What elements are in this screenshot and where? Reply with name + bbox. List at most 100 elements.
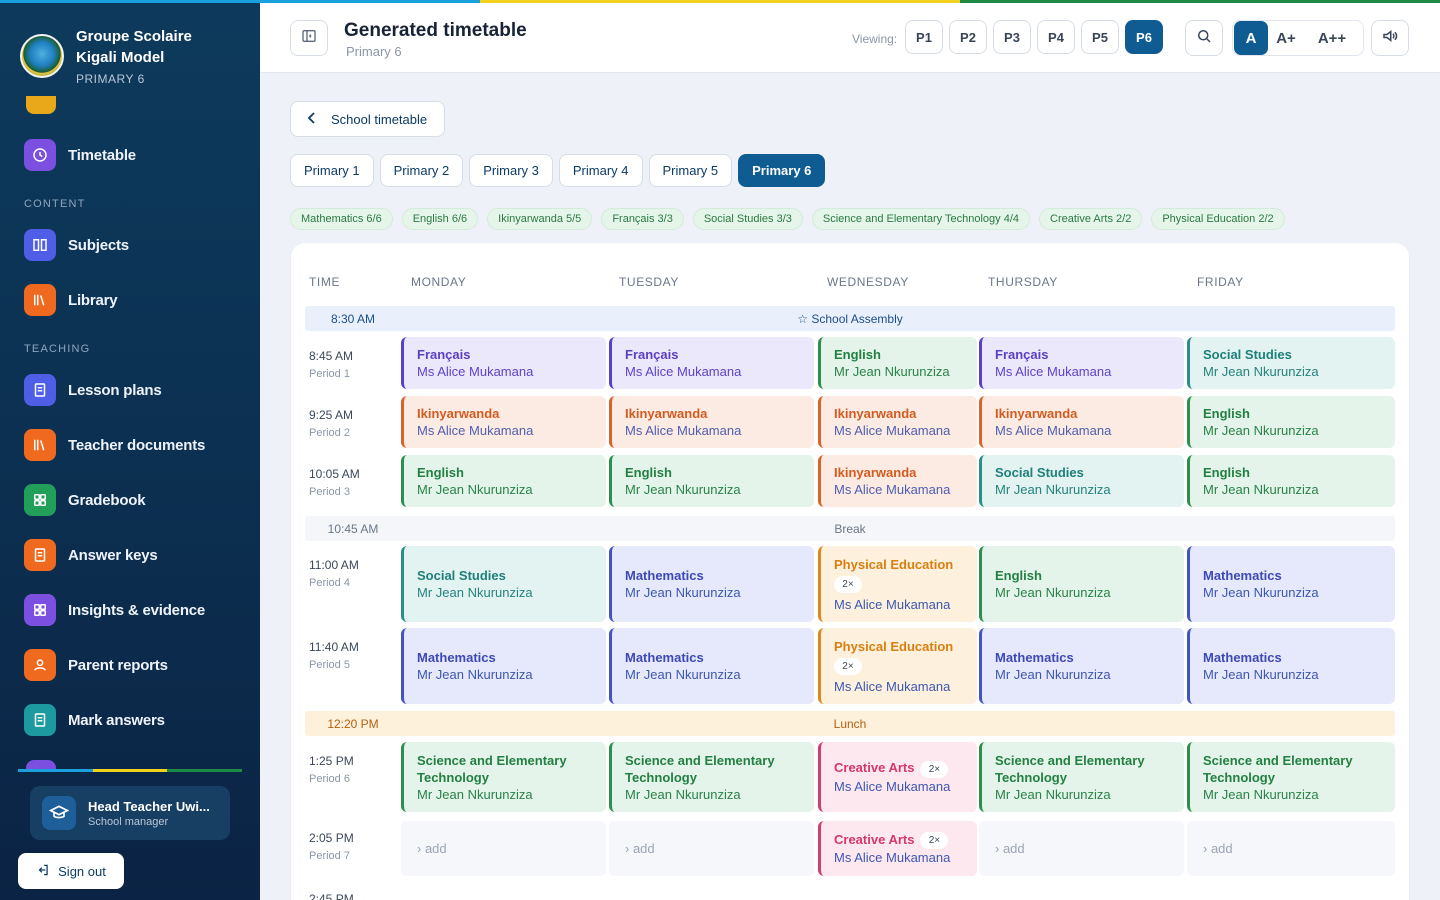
add-lesson-slot[interactable]: › add [979, 821, 1184, 876]
time-slot: 8:45 AM Period 1 [309, 349, 354, 380]
sidebar-item-teacher-documents[interactable]: Teacher documents [24, 429, 205, 461]
tab-primary-5[interactable]: Primary 5 [648, 154, 733, 187]
tab-primary-1[interactable]: Primary 1 [290, 154, 374, 187]
sidebar-item-label: Parent reports [68, 656, 168, 674]
font-size-normal[interactable]: A [1234, 21, 1268, 55]
time-slot: 11:00 AM Period 4 [309, 558, 359, 589]
sidebar-item-insights[interactable]: Insights & evidence [24, 594, 205, 626]
sign-out-button[interactable]: Sign out [18, 853, 124, 889]
subject-count-badge: English 6/6 [401, 208, 479, 230]
school-name: Groupe Scolaire Kigali Model [76, 28, 192, 66]
lesson-cell[interactable]: Ikinyarwanda Ms Alice Mukamana [401, 396, 606, 448]
lesson-cell[interactable]: English Mr Jean Nkurunziza [609, 455, 814, 507]
font-size-large[interactable]: A+ [1276, 29, 1296, 47]
lesson-subject: English [625, 465, 672, 480]
tab-primary-3[interactable]: Primary 3 [469, 154, 553, 187]
lesson-subject: Français [995, 347, 1049, 362]
time-slot: 1:25 PM Period 6 [309, 754, 354, 785]
sidebar-item-library[interactable]: Library [24, 284, 118, 316]
brand[interactable]: Groupe Scolaire Kigali Model PRIMARY 6 [20, 26, 226, 86]
add-lesson-slot[interactable]: › add [401, 821, 606, 876]
lesson-cell[interactable]: English Mr Jean Nkurunziza [1187, 396, 1395, 448]
add-lesson-slot[interactable]: › add [1187, 821, 1395, 876]
header: Generated timetable Primary 6 Viewing: P… [260, 3, 1440, 73]
lesson-cell[interactable]: Mathematics Mr Jean Nkurunziza [979, 628, 1184, 704]
lesson-cell[interactable]: English Mr Jean Nkurunziza [1187, 455, 1395, 507]
add-label: › add [625, 841, 655, 856]
lesson-cell[interactable]: Ikinyarwanda Ms Alice Mukamana [818, 455, 977, 507]
sidebar-item-lesson-plans[interactable]: Lesson plans [24, 374, 162, 406]
subject-count-badge: Mathematics 6/6 [290, 208, 393, 230]
font-size-xlarge[interactable]: A++ [1317, 29, 1347, 47]
search-button[interactable] [1185, 20, 1223, 56]
lesson-teacher: Ms Alice Mukamana [834, 482, 951, 497]
sidebar-item-gradebook[interactable]: Gradebook [24, 484, 146, 516]
lesson-cell[interactable]: Social Studies Mr Jean Nkurunziza [1187, 337, 1395, 389]
lesson-cell[interactable]: Mathematics Mr Jean Nkurunziza [401, 628, 606, 704]
sidebar-item-answer-keys[interactable]: Answer keys [24, 539, 158, 571]
user-card[interactable]: Head Teacher Uwi... School manager [30, 786, 230, 840]
column-header-wednesday: WEDNESDAY [827, 275, 909, 289]
assembly-label: ☆ School Assembly [797, 311, 903, 326]
lesson-cell[interactable]: English Mr Jean Nkurunziza [818, 337, 977, 389]
class-chip-p5[interactable]: P5 [1081, 20, 1119, 54]
class-chip-p4[interactable]: P4 [1037, 20, 1075, 54]
lesson-cell[interactable]: Français Ms Alice Mukamana [979, 337, 1184, 389]
class-label: PRIMARY 6 [76, 72, 145, 86]
lesson-cell[interactable]: Science and Elementary Technology Mr Jean… [1187, 742, 1395, 812]
lesson-cell[interactable]: Ikinyarwanda Ms Alice Mukamana [979, 396, 1184, 448]
lesson-teacher: Mr Jean Nkurunziza [417, 482, 533, 497]
lesson-cell[interactable]: Science and Elementary Technology Mr Jean… [979, 742, 1184, 812]
lesson-teacher: Ms Alice Mukamana [995, 364, 1112, 379]
back-to-school-timetable-button[interactable]: School timetable [290, 101, 445, 137]
toggle-sidebar-button[interactable] [290, 20, 328, 56]
lesson-cell[interactable]: Français Ms Alice Mukamana [401, 337, 606, 389]
lunch-time: 12:20 PM [327, 716, 379, 731]
tab-primary-2[interactable]: Primary 2 [379, 154, 464, 187]
graduation-cap-icon [42, 796, 76, 830]
sign-out-icon [36, 863, 50, 880]
lesson-cell[interactable]: Creative Arts 2× Ms Alice Mukamana [818, 821, 977, 876]
lesson-teacher: Mr Jean Nkurunziza [995, 482, 1111, 497]
sidebar-item-subjects[interactable]: Subjects [24, 229, 129, 261]
lesson-cell[interactable]: Creative Arts 2× Ms Alice Mukamana [818, 742, 977, 812]
add-lesson-slot[interactable]: › add [609, 821, 814, 876]
sidebar-item-mark-answers[interactable]: Mark answers [24, 704, 165, 736]
column-header-tuesday: TUESDAY [619, 275, 679, 289]
lesson-cell[interactable]: Science and Elementary Technology Mr Jean… [609, 742, 814, 812]
class-chip-p1[interactable]: P1 [905, 20, 943, 54]
grid-icon [24, 484, 56, 516]
class-chip-p2[interactable]: P2 [949, 20, 987, 54]
lesson-cell[interactable]: Ikinyarwanda Ms Alice Mukamana [818, 396, 977, 448]
lesson-cell[interactable]: Science and Elementary Technology Mr Jean… [401, 742, 606, 812]
lesson-cell[interactable]: Social Studies Mr Jean Nkurunziza [979, 455, 1184, 507]
lesson-cell[interactable]: English Mr Jean Nkurunziza [979, 546, 1184, 622]
lesson-cell[interactable]: English Mr Jean Nkurunziza [401, 455, 606, 507]
class-chip-p3[interactable]: P3 [993, 20, 1031, 54]
lesson-subject: Mathematics [625, 568, 704, 583]
lesson-cell[interactable]: Mathematics Mr Jean Nkurunziza [609, 628, 814, 704]
lesson-cell[interactable]: Mathematics Mr Jean Nkurunziza [609, 546, 814, 622]
sidebar-item-timetable[interactable]: Timetable [24, 139, 136, 171]
lesson-cell[interactable]: Français Ms Alice Mukamana [609, 337, 814, 389]
lesson-teacher: Mr Jean Nkurunziza [834, 364, 950, 379]
lesson-subject: Science and Elementary Technology [625, 752, 775, 785]
lesson-cell[interactable]: Physical Education 2× Ms Alice Mukamana [818, 546, 977, 622]
class-chip-p6[interactable]: P6 [1125, 20, 1163, 54]
assembly-row: 8:30 AM ☆ School Assembly [305, 306, 1395, 331]
read-aloud-button[interactable] [1371, 20, 1409, 56]
lesson-cell[interactable]: Mathematics Mr Jean Nkurunziza [1187, 628, 1395, 704]
tab-primary-4[interactable]: Primary 4 [558, 154, 643, 187]
subject-count-badge: Physical Education 2/2 [1151, 208, 1285, 230]
lesson-teacher: Ms Alice Mukamana [834, 850, 951, 866]
sidebar-item-parent-reports[interactable]: Parent reports [24, 649, 168, 681]
lesson-cell[interactable]: Mathematics Mr Jean Nkurunziza [1187, 546, 1395, 622]
lesson-teacher: Ms Alice Mukamana [417, 364, 534, 379]
tab-primary-6[interactable]: Primary 6 [738, 154, 826, 187]
lesson-cell[interactable]: Ikinyarwanda Ms Alice Mukamana [609, 396, 814, 448]
lesson-subject: English [1203, 406, 1250, 421]
lesson-cell[interactable]: Physical Education 2× Ms Alice Mukamana [818, 628, 977, 704]
lesson-subject: Ikinyarwanda [834, 406, 917, 421]
lesson-subject: English [834, 347, 881, 362]
lesson-cell[interactable]: Social Studies Mr Jean Nkurunziza [401, 546, 606, 622]
